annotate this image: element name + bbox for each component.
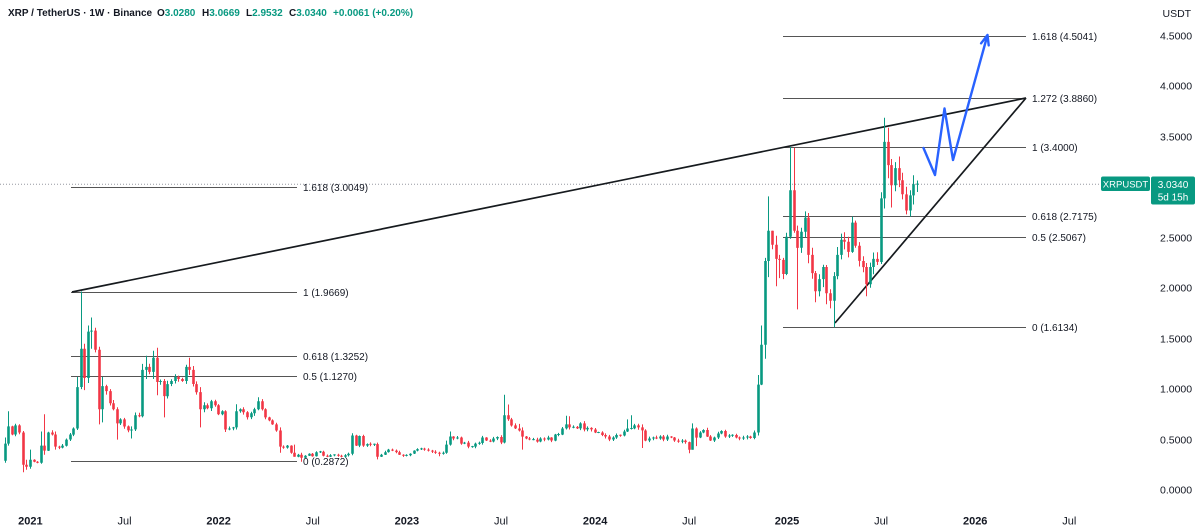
svg-text:5d 15h: 5d 15h bbox=[1158, 193, 1189, 204]
svg-text:1 (1.9669): 1 (1.9669) bbox=[303, 288, 349, 299]
svg-text:2026: 2026 bbox=[963, 516, 987, 528]
svg-text:0.618 (2.7175): 0.618 (2.7175) bbox=[1032, 212, 1097, 223]
svg-text:Jul: Jul bbox=[117, 516, 131, 528]
svg-text:1.618 (4.5041): 1.618 (4.5041) bbox=[1032, 32, 1097, 43]
svg-text:2.0000: 2.0000 bbox=[1160, 283, 1192, 295]
svg-text:1.0000: 1.0000 bbox=[1160, 384, 1192, 396]
svg-text:0.5 (1.1270): 0.5 (1.1270) bbox=[303, 372, 357, 383]
svg-text:2024: 2024 bbox=[583, 516, 608, 528]
svg-text:2025: 2025 bbox=[775, 516, 799, 528]
svg-text:2023: 2023 bbox=[395, 516, 419, 528]
svg-text:Jul: Jul bbox=[682, 516, 696, 528]
svg-text:0.5 (2.5067): 0.5 (2.5067) bbox=[1032, 233, 1086, 244]
svg-text:XRPUSDT: XRPUSDT bbox=[1103, 180, 1149, 191]
svg-text:2022: 2022 bbox=[206, 516, 230, 528]
svg-text:0 (0.2872): 0 (0.2872) bbox=[303, 457, 349, 468]
svg-text:USDT: USDT bbox=[1163, 8, 1192, 20]
svg-text:4.0000: 4.0000 bbox=[1160, 81, 1192, 93]
svg-text:3.5000: 3.5000 bbox=[1160, 132, 1192, 144]
svg-text:0 (1.6134): 0 (1.6134) bbox=[1032, 323, 1078, 334]
svg-text:2.5000: 2.5000 bbox=[1160, 233, 1192, 245]
svg-text:3.0340: 3.0340 bbox=[1158, 180, 1189, 191]
svg-text:0.5000: 0.5000 bbox=[1160, 435, 1192, 447]
svg-text:1 (3.4000): 1 (3.4000) bbox=[1032, 143, 1078, 154]
svg-text:Jul: Jul bbox=[874, 516, 888, 528]
svg-text:Jul: Jul bbox=[1062, 516, 1076, 528]
svg-text:1.5000: 1.5000 bbox=[1160, 334, 1192, 346]
svg-text:Jul: Jul bbox=[494, 516, 508, 528]
svg-text:0.0000: 0.0000 bbox=[1160, 485, 1192, 497]
svg-text:2021: 2021 bbox=[18, 516, 42, 528]
svg-text:1.618 (3.0049): 1.618 (3.0049) bbox=[303, 183, 368, 194]
svg-text:0.618 (1.3252): 0.618 (1.3252) bbox=[303, 352, 368, 363]
svg-text:1.272 (3.8860): 1.272 (3.8860) bbox=[1032, 94, 1097, 105]
svg-text:Jul: Jul bbox=[306, 516, 320, 528]
svg-text:4.5000: 4.5000 bbox=[1160, 31, 1192, 43]
